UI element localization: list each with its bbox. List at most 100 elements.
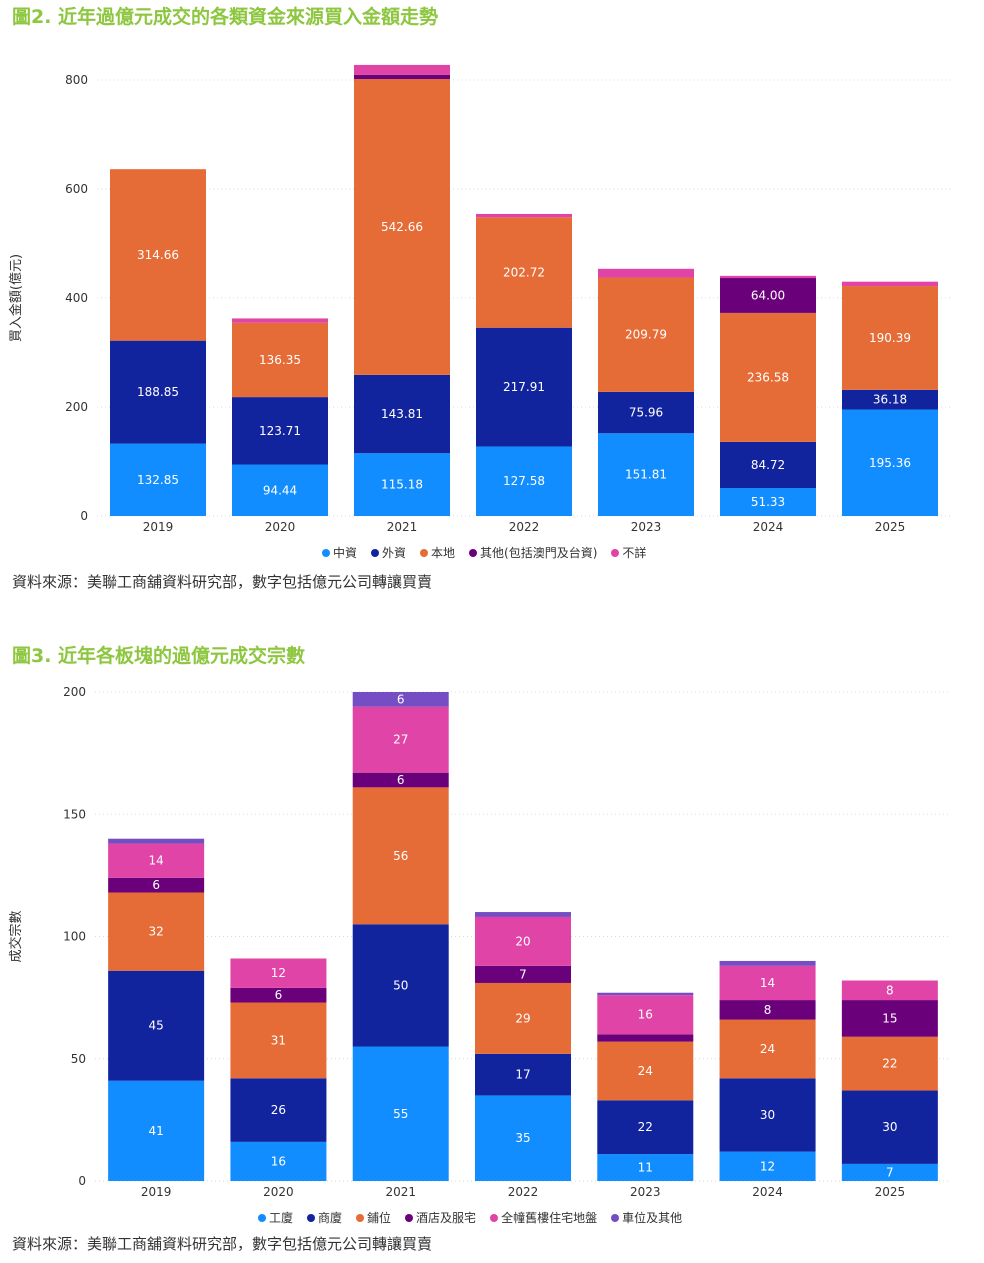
- legend-marker: [371, 548, 380, 557]
- bar-stack: 51.33 84.72 236.58 64.00: [720, 275, 816, 516]
- data-label: 26: [271, 1103, 286, 1117]
- data-label: 6: [152, 878, 160, 892]
- data-label: 27: [393, 733, 408, 747]
- bar-segment: [719, 965, 816, 1001]
- data-label: 84.72: [751, 458, 785, 472]
- x-tick-label: 2021: [385, 1185, 416, 1199]
- legend-item[interactable]: 中資: [322, 544, 357, 561]
- legend-item[interactable]: 本地: [420, 544, 455, 561]
- bar-stack: 11 22 24 16: [597, 992, 694, 1181]
- data-label: 22: [638, 1120, 653, 1134]
- data-label: 195.36: [869, 456, 911, 470]
- bar-segment: [354, 79, 450, 375]
- legend-item[interactable]: 酒店及服宅: [405, 1209, 476, 1226]
- bar-stack: 94.44 123.71 136.35: [232, 318, 328, 516]
- legend-label: 車位及其他: [622, 1211, 683, 1225]
- bar-segment: [110, 169, 206, 341]
- bar-segment: [476, 217, 572, 328]
- y-tick-label: 100: [63, 930, 86, 944]
- y-axis-label: 成交宗數: [8, 910, 24, 962]
- bar-segment: [720, 488, 816, 516]
- data-label: 7: [886, 1165, 894, 1179]
- legend-item[interactable]: 鋪位: [356, 1209, 391, 1226]
- bar-segment: [598, 268, 694, 278]
- data-label: 6: [397, 773, 405, 787]
- bar-segment: [232, 318, 328, 323]
- bar-segment: [352, 924, 449, 1047]
- y-tick-label: 400: [65, 291, 88, 305]
- data-label: 542.66: [381, 220, 423, 234]
- x-tick-label: 2019: [141, 1185, 172, 1199]
- y-tick-label: 150: [63, 807, 86, 821]
- bar-segment: [841, 1036, 938, 1091]
- bar-segment: [475, 916, 571, 966]
- legend-item[interactable]: 全幢舊樓住宅地盤: [490, 1209, 597, 1226]
- bar-segment: [720, 441, 816, 489]
- bar-segment: [352, 1046, 449, 1181]
- legend-marker: [258, 1213, 266, 1222]
- data-label: 64.00: [751, 288, 785, 302]
- data-label: 16: [271, 1154, 286, 1168]
- legend-item[interactable]: 外資: [371, 544, 406, 561]
- bar-segment: [475, 1095, 571, 1181]
- data-label: 202.72: [503, 265, 545, 279]
- bar-segment: [476, 213, 572, 218]
- bar-segment: [598, 391, 694, 434]
- data-label: 12: [271, 966, 286, 980]
- x-tick-label: 2022: [509, 520, 540, 534]
- data-label: 15: [882, 1011, 897, 1025]
- bar-stack: 132.85 188.85 314.66: [110, 169, 206, 516]
- bar-segment: [475, 912, 571, 917]
- legend-marker: [322, 548, 330, 557]
- data-label: 14: [149, 854, 164, 868]
- data-label: 8: [886, 983, 894, 997]
- data-label: 29: [515, 1011, 530, 1025]
- legend-item[interactable]: 工廈: [258, 1209, 293, 1226]
- bar-segment: [842, 286, 938, 390]
- data-label: 16: [638, 1008, 653, 1022]
- data-label: 41: [149, 1124, 164, 1138]
- legend-item[interactable]: 不詳: [611, 544, 646, 561]
- x-tick-label: 2019: [143, 520, 174, 534]
- legend-item[interactable]: 其他(包括澳門及台資): [469, 544, 597, 561]
- data-label: 115.18: [381, 478, 423, 492]
- data-label: 24: [638, 1064, 653, 1078]
- y-tick-label: 800: [65, 73, 88, 87]
- bar-segment: [597, 1034, 694, 1042]
- bar-segment: [108, 970, 205, 1081]
- bar-segment: [232, 322, 328, 398]
- bar-stack: 115.18 143.81 542.66: [354, 64, 450, 516]
- bar-segment: [476, 446, 572, 516]
- bar-stack: 16 26 31 6 12: [230, 958, 327, 1181]
- legend-marker: [356, 1213, 365, 1222]
- x-tick-label: 2021: [387, 520, 418, 534]
- legend-marker: [611, 1213, 620, 1222]
- bar-stack: 195.36 36.18 190.39: [842, 281, 938, 516]
- data-label: 35: [515, 1131, 530, 1145]
- legend-item[interactable]: 車位及其他: [611, 1209, 682, 1226]
- bar-segment: [841, 1000, 938, 1037]
- x-tick-label: 2020: [265, 520, 296, 534]
- data-label: 14: [760, 976, 775, 990]
- x-tick-label: 2025: [875, 520, 906, 534]
- data-label: 32: [149, 925, 164, 939]
- bar-stack: 7 30 22 15 8: [841, 980, 938, 1181]
- data-label: 209.79: [625, 328, 667, 342]
- bar-stack: 55 50 56 6 27 6: [352, 692, 449, 1181]
- legend-marker: [611, 548, 620, 557]
- bar-segment: [719, 1078, 816, 1152]
- data-label: 36.18: [873, 393, 907, 407]
- bar-segment: [352, 772, 449, 788]
- bar-segment: [475, 982, 571, 1054]
- bar-segment: [598, 433, 694, 516]
- bar-segment: [842, 389, 938, 410]
- y-tick-label: 0: [78, 1174, 86, 1188]
- bar-segment: [232, 397, 328, 465]
- y-axis-label: 買入金額(億元): [8, 254, 24, 342]
- data-label: 55: [393, 1107, 408, 1121]
- data-label: 217.91: [503, 380, 545, 394]
- data-label: 123.71: [259, 424, 301, 438]
- legend-item[interactable]: 商廈: [307, 1209, 342, 1226]
- bar-segment: [475, 1053, 571, 1096]
